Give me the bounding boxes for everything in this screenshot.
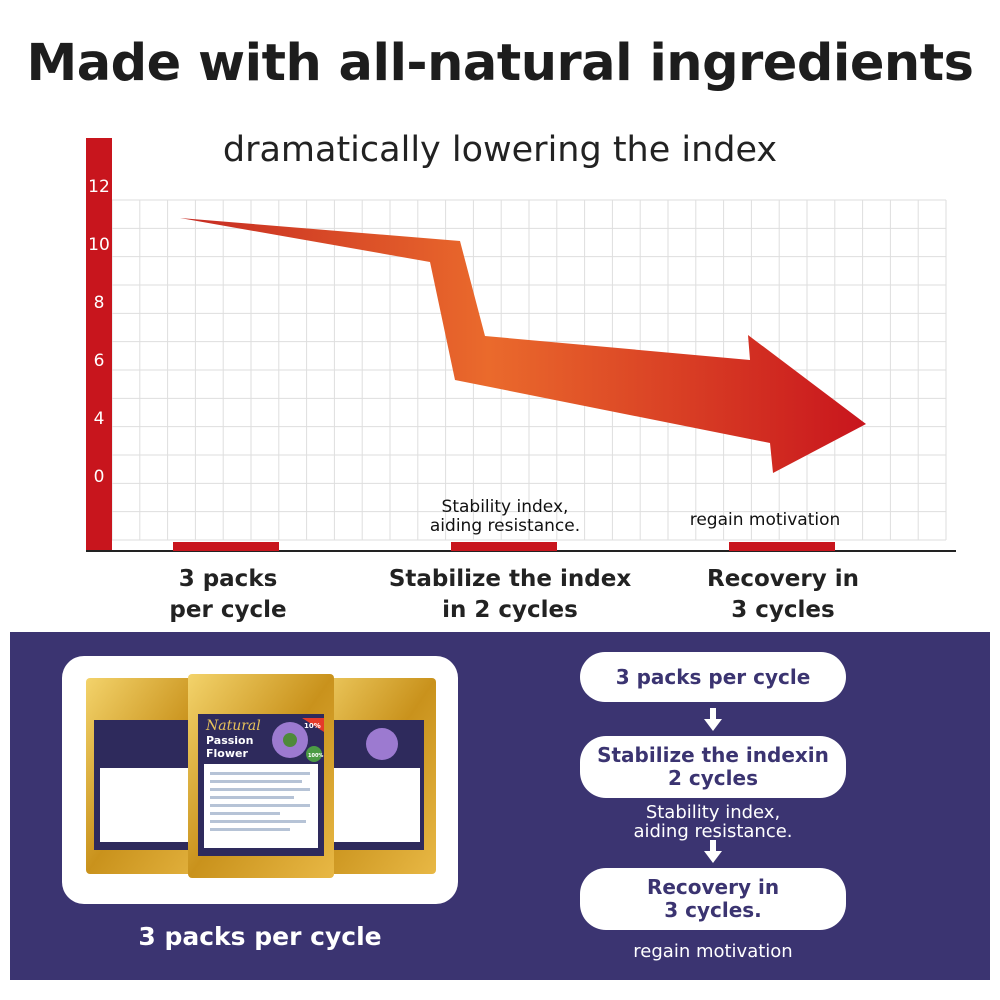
chart-note-stability: Stability index, aiding resistance.: [400, 498, 610, 536]
category-label-3-line2: 3 cycles: [731, 597, 835, 623]
category-label-3: Recovery in 3 cycles: [643, 564, 923, 626]
flow-step-2-line1: Stabilize the indexin: [597, 743, 829, 767]
info-panel: Natural Passion Flower 10% 100% 3 packs …: [10, 632, 990, 980]
pouch-brand-flower: Flower: [206, 747, 248, 760]
y-tick-label: 0: [94, 467, 105, 487]
flow-note-stability-line1: Stability index,: [645, 802, 781, 823]
flow-step-2-line2: 2 cycles: [668, 766, 758, 790]
trend-chart: 12 10 8 6 4 0: [86, 138, 956, 552]
y-tick-label: 6: [94, 351, 105, 371]
category-label-2-line1: Stabilize the index: [388, 566, 632, 592]
category-label-1: 3 packs per cycle: [88, 564, 368, 626]
category-label-3-line1: Recovery in: [707, 566, 859, 592]
pouch-brand-passion: Passion: [206, 734, 253, 747]
y-axis-bar: [86, 138, 112, 552]
pouch-badge: 10%: [304, 722, 321, 730]
flow-arrow-2-icon: [704, 840, 722, 863]
flow-step-3-line1: Recovery in: [646, 875, 780, 899]
flow-note-motivation: regain motivation: [633, 941, 793, 962]
y-tick-labels: 12 10 8 6 4 0: [88, 177, 110, 487]
category-label-2: Stabilize the index in 2 cycles: [370, 564, 650, 626]
flow-step-1: 3 packs per cycle: [580, 652, 846, 702]
category-label-1-line2: per cycle: [169, 597, 287, 623]
chart-note-stability-line2: aiding resistance.: [429, 516, 581, 536]
y-tick-label: 12: [88, 177, 110, 197]
product-card: Natural Passion Flower 10% 100%: [62, 656, 458, 904]
page-title: Made with all-natural ingredients: [26, 34, 974, 93]
flow-note-stability: Stability index, aiding resistance.: [550, 803, 876, 841]
pouch-front: [188, 674, 334, 878]
flow-step-3: Recovery in 3 cycles.: [580, 868, 846, 930]
category-marker-2: [451, 542, 557, 551]
category-label-2-line2: in 2 cycles: [442, 597, 578, 623]
y-tick-label: 4: [94, 409, 105, 429]
y-tick-label: 10: [88, 235, 110, 255]
flow-step-1-label: 3 packs per cycle: [615, 664, 811, 689]
product-pouches-image: Natural Passion Flower 10% 100%: [86, 674, 436, 878]
trend-arrow: [180, 218, 866, 473]
flow-arrow-1-icon: [704, 708, 722, 731]
flow-note-stability-line2: aiding resistance.: [633, 821, 793, 842]
chart-note-motivation: regain motivation: [689, 510, 841, 530]
chart-note-stability-line1: Stability index,: [441, 497, 569, 517]
category-marker-1: [173, 542, 279, 551]
chart-subtitle: dramatically lowering the index: [222, 130, 778, 170]
product-caption: 3 packs per cycle: [138, 922, 382, 951]
flow-step-3-line2: 3 cycles.: [664, 898, 762, 922]
pouch-brand-natural: Natural: [205, 718, 261, 734]
flow-step-2: Stabilize the indexin 2 cycles: [580, 736, 846, 798]
category-marker-3: [729, 542, 835, 551]
category-label-1-line1: 3 packs: [178, 566, 278, 592]
pouch-organic-badge: 100%: [308, 753, 323, 759]
y-tick-label: 8: [94, 293, 105, 313]
